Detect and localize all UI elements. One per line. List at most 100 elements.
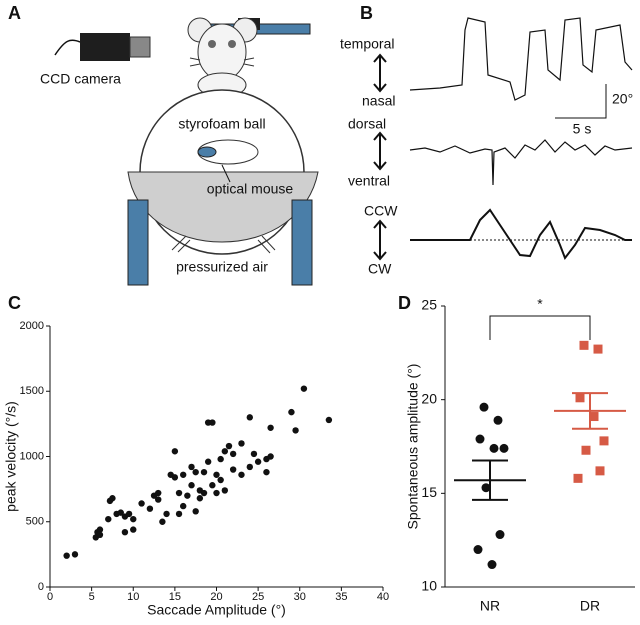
point (288, 408, 295, 416)
point (589, 412, 599, 422)
arrows (373, 53, 387, 261)
air-label: pressurized air (176, 259, 268, 275)
x-tick-label: 35 (335, 591, 347, 603)
point (238, 471, 245, 478)
mouse-head (197, 23, 247, 81)
scale-bar (555, 84, 607, 119)
point (109, 495, 116, 502)
y-tick-label: 15 (421, 484, 437, 500)
x-tick-label: NR (480, 598, 500, 614)
y-tick-label: 20 (421, 390, 437, 406)
y-tick-label: 1500 (20, 385, 44, 397)
point (155, 489, 162, 497)
point (481, 483, 491, 493)
point (229, 466, 237, 473)
point (125, 510, 133, 518)
point (479, 402, 489, 412)
point (595, 466, 605, 476)
x-tick-label: DR (580, 598, 600, 614)
trace-label: CCW (364, 203, 398, 219)
y-tick-label: 25 (421, 297, 437, 313)
point (499, 443, 509, 453)
point (292, 427, 299, 434)
x-axis-label: Saccade Amplitude (°) (147, 602, 286, 618)
point (229, 450, 237, 458)
ball-label: styrofoam ball (178, 116, 265, 132)
point (325, 416, 333, 424)
point (192, 508, 199, 515)
point (246, 414, 253, 421)
y-axis-label: Spontaneous amplitude (°) (405, 364, 421, 530)
pointer (221, 164, 231, 183)
mouse-label: optical mouse (207, 181, 294, 197)
x-tick-label: 15 (169, 591, 181, 603)
point (599, 436, 609, 446)
panel-label: B (360, 3, 373, 23)
point (146, 505, 154, 512)
whiskers (189, 57, 255, 67)
x-tick-label: 0 (47, 591, 53, 603)
point (213, 471, 220, 478)
point (581, 445, 591, 455)
x-tick-label: 40 (377, 591, 389, 603)
x-tick-label: 25 (252, 591, 264, 603)
x-tick-label: 10 (127, 591, 139, 603)
trace-label: temporal (340, 36, 394, 52)
significance-label: * (537, 296, 543, 312)
point (175, 510, 183, 518)
cable (54, 39, 81, 56)
point (267, 424, 274, 431)
y-axis-label: peak velocity (°/s) (3, 401, 19, 512)
point (200, 489, 208, 497)
point (180, 502, 187, 510)
point (171, 448, 179, 455)
x-tick-label: 20 (210, 591, 222, 603)
point (475, 434, 485, 444)
panel-b: B temporal nasal dorsal ventral CCW CW 2… (340, 3, 633, 277)
point (184, 492, 191, 499)
point (579, 340, 589, 350)
point (246, 463, 253, 471)
point (238, 440, 245, 447)
point (130, 526, 137, 533)
point (159, 518, 166, 525)
trace-label: CW (368, 261, 392, 277)
point (495, 530, 505, 540)
point (188, 463, 195, 471)
point (175, 489, 183, 497)
point (217, 476, 224, 484)
point (105, 515, 112, 523)
panel-label: A (8, 3, 21, 23)
point (63, 552, 70, 559)
point (221, 448, 229, 455)
point (71, 551, 79, 558)
trace-label: ventral (348, 173, 390, 189)
y-tick-label: 0 (38, 581, 44, 593)
significance-bracket (489, 315, 591, 340)
point (204, 458, 212, 465)
point (254, 458, 262, 465)
point (575, 393, 585, 403)
point (117, 509, 124, 516)
y-tick-label: 10 (421, 578, 437, 594)
point (188, 482, 195, 489)
trace-horizontal (409, 17, 633, 101)
point (473, 545, 483, 555)
point (200, 468, 208, 476)
point (130, 515, 137, 523)
point (213, 489, 220, 497)
point (196, 495, 204, 502)
point (221, 487, 229, 494)
panel-a: A CCD camera styrofoam ball optical mous… (8, 3, 319, 286)
point (225, 442, 233, 450)
point (267, 453, 274, 460)
camera-label: CCD camera (40, 71, 121, 87)
point (593, 344, 603, 354)
point (163, 510, 170, 518)
point (209, 482, 216, 489)
sensor (197, 146, 217, 158)
point (250, 450, 258, 458)
point (121, 528, 129, 536)
